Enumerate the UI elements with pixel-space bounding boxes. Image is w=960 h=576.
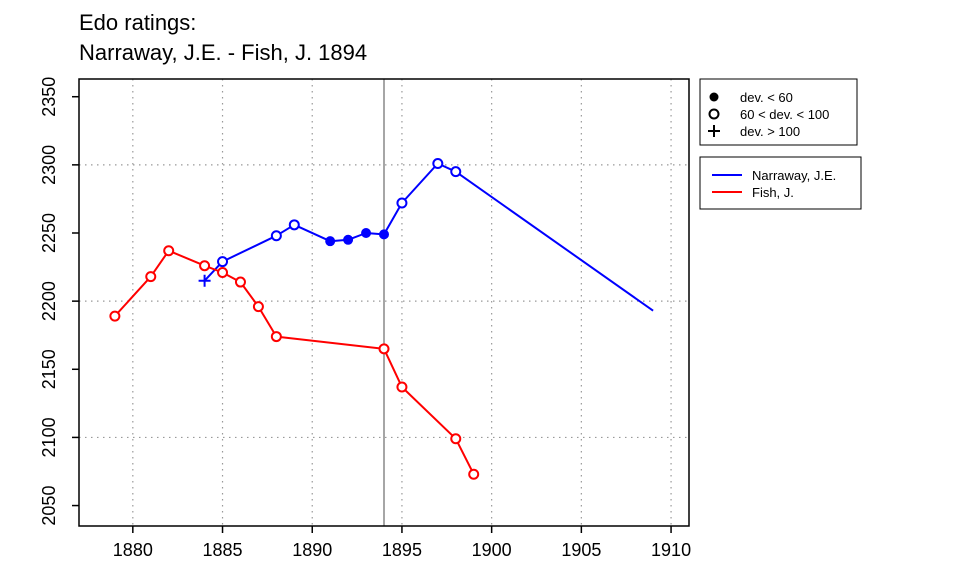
y-tick-label-2350: 2350	[39, 77, 59, 117]
marker-legend: dev. < 60 60 < dev. < 100 dev. > 100	[699, 78, 858, 146]
legend-narraway-label: Narraway, J.E.	[752, 168, 836, 183]
legend-dev-gt-100: dev. > 100	[740, 124, 800, 139]
legend-fish-label: Fish, J.	[752, 185, 794, 200]
data-point-fish-j-1884	[199, 260, 211, 272]
legend-filled-circle-symbol	[709, 92, 719, 102]
series-legend: Narraway, J.E. Fish, J.	[699, 156, 862, 210]
data-point-fish-j-1886	[234, 276, 246, 288]
data-point-narraway-j-e-1884	[198, 274, 211, 287]
data-point-fish-j-1894	[378, 343, 390, 355]
series-layer	[109, 157, 654, 480]
data-point-fish-j-1881	[145, 271, 157, 283]
data-point-narraway-j-e-1885	[217, 256, 229, 268]
data-point-fish-j-1899	[468, 468, 480, 480]
legend-dev-60-100: 60 < dev. < 100	[740, 107, 829, 122]
y-tick-label-2250: 2250	[39, 213, 59, 253]
y-tick-label-2100: 2100	[39, 417, 59, 457]
data-point-narraway-j-e-1889	[288, 219, 300, 231]
marker-legend-box	[699, 78, 858, 146]
x-tick-label-1895: 1895	[382, 540, 422, 560]
y-tick-label-2050: 2050	[39, 486, 59, 526]
y-axis: 2050 2100 2150 2200 2250 2300 2350	[39, 77, 79, 526]
x-tick-label-1905: 1905	[561, 540, 601, 560]
y-tick-label-2150: 2150	[39, 349, 59, 389]
x-tick-label-1880: 1880	[113, 540, 153, 560]
data-point-fish-j-1887	[252, 301, 264, 313]
data-point-narraway-j-e-1888	[270, 230, 282, 242]
x-tick-label-1900: 1900	[472, 540, 512, 560]
y-tick-label-2300: 2300	[39, 145, 59, 185]
data-point-narraway-j-e-1895	[396, 197, 408, 209]
series-legend-box	[699, 156, 862, 210]
chart-title-line-2: Narraway, J.E. - Fish, J. 1894	[79, 40, 367, 65]
data-point-fish-j-1895	[396, 381, 408, 393]
legend-open-circle-symbol	[708, 108, 720, 120]
x-tick-label-1890: 1890	[292, 540, 332, 560]
data-point-fish-j-1885	[217, 267, 229, 279]
data-point-narraway-j-e-1894	[379, 229, 389, 240]
data-point-narraway-j-e-1898	[450, 166, 462, 178]
data-point-narraway-j-e-1893	[361, 227, 372, 238]
chart-title-line-1: Edo ratings:	[79, 10, 196, 35]
data-point-narraway-j-e-1892	[343, 234, 354, 245]
grid-lines	[79, 79, 689, 526]
data-point-narraway-j-e-1891	[325, 236, 336, 247]
y-tick-label-2200: 2200	[39, 281, 59, 321]
legend-dev-lt-60: dev. < 60	[740, 90, 793, 105]
series-line-fish-j	[114, 249, 475, 475]
x-tick-label-1885: 1885	[203, 540, 243, 560]
data-point-fish-j-1882	[163, 245, 175, 257]
plot-frame	[78, 78, 690, 527]
x-tick-label-1910: 1910	[651, 540, 691, 560]
legend-plus-symbol	[708, 125, 720, 137]
data-point-fish-j-1898	[450, 433, 462, 445]
data-point-fish-j-1879	[109, 310, 121, 322]
x-axis: 1880 1885 1890 1895 1900 1905 1910	[113, 526, 691, 560]
data-point-fish-j-1888	[270, 331, 282, 343]
data-point-narraway-j-e-1897	[432, 157, 444, 169]
